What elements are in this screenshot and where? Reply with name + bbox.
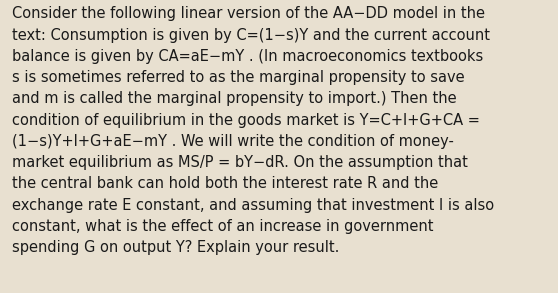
Text: Consider the following linear version of the AA−DD model in the
text: Consumptio: Consider the following linear version of… [12, 6, 494, 255]
